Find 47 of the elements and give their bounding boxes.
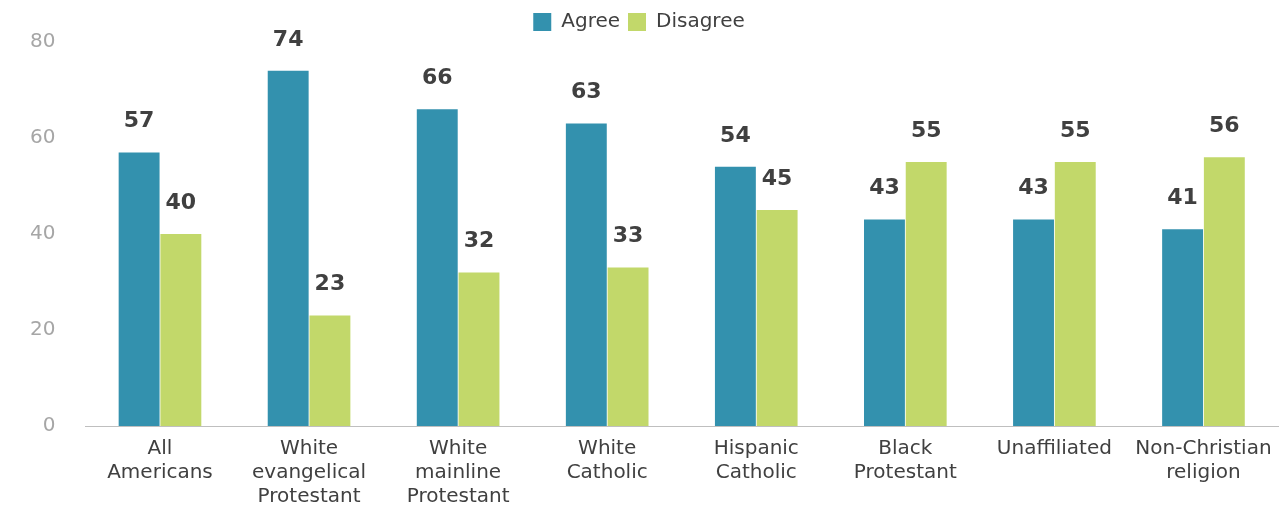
data-label: 40: [165, 188, 197, 214]
bar: [905, 162, 947, 426]
data-label: 56: [1209, 111, 1240, 137]
legend-label: Agree: [561, 8, 621, 33]
y-tick-label: 20: [30, 316, 56, 341]
x-tick-label: White Catholic: [566, 435, 648, 484]
bar: [309, 315, 351, 426]
x-tick-label: Non-Christian religion: [1135, 435, 1272, 484]
bar: [565, 123, 607, 426]
bar: [1162, 229, 1204, 426]
y-tick-label: 40: [30, 220, 56, 245]
data-label: 43: [869, 174, 900, 200]
bar: [1013, 219, 1054, 426]
y-tick-label: 0: [42, 412, 56, 437]
bar: [864, 219, 905, 426]
bar: [416, 109, 458, 426]
data-label: 33: [612, 222, 644, 248]
x-tick-label: Hispanic Catholic: [713, 435, 799, 484]
y-tick-label: 60: [30, 124, 56, 149]
x-tick-label: Unaffiliated: [996, 435, 1112, 460]
bar: [458, 272, 500, 426]
data-label: 43: [1018, 174, 1049, 200]
bar: [118, 152, 160, 426]
data-label: 41: [1167, 183, 1198, 209]
x-tick-label: All Americans: [107, 435, 213, 484]
x-tick-label: Black Protestant: [853, 435, 957, 484]
data-label: 54: [720, 121, 751, 147]
x-tick-label: White evangelical Protestant: [252, 435, 367, 508]
bar: [714, 166, 756, 426]
data-label: 23: [314, 270, 346, 296]
legend-label: Disagree: [656, 8, 745, 33]
data-label: 45: [761, 164, 793, 190]
data-label: 57: [123, 107, 155, 133]
data-label: 32: [463, 227, 495, 253]
data-label: 55: [1059, 116, 1091, 142]
y-tick-label: 80: [30, 28, 56, 53]
data-label: 63: [571, 78, 602, 104]
data-label: 66: [421, 63, 453, 89]
data-label: 74: [272, 25, 304, 51]
bar: [267, 70, 309, 426]
x-tick-label: White mainline Protestant: [406, 435, 510, 508]
bar: [607, 267, 649, 426]
bar: [756, 210, 798, 426]
bar: [1203, 157, 1245, 426]
bar: [1054, 162, 1096, 426]
data-label: 55: [910, 116, 942, 142]
bar: [160, 234, 202, 426]
